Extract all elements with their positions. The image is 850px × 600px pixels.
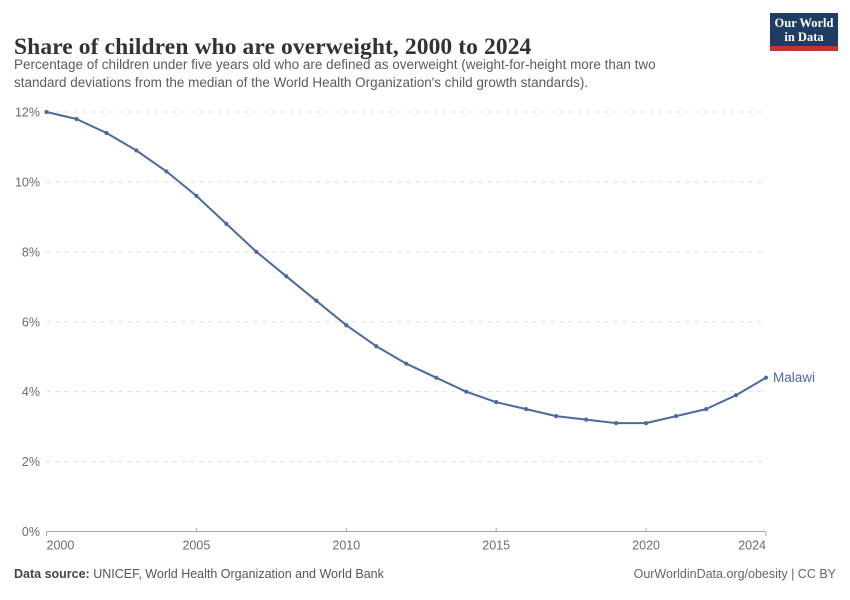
chart-footer: Data source: UNICEF, World Health Organi… <box>14 566 836 582</box>
data-point[interactable] <box>703 407 709 412</box>
data-point[interactable] <box>374 344 379 349</box>
data-point[interactable] <box>194 193 199 198</box>
data-point[interactable] <box>614 421 619 426</box>
data-point[interactable] <box>344 323 349 328</box>
page-title: Share of children who are overweight, 20… <box>14 33 532 60</box>
chart-subtitle-line1: Percentage of children under five years … <box>14 57 656 72</box>
data-point[interactable] <box>284 274 289 279</box>
data-point[interactable] <box>584 417 589 422</box>
data-point[interactable] <box>44 109 49 115</box>
datasource-label: Data source: <box>14 567 90 581</box>
datasource-text: Data source: UNICEF, World Health Organi… <box>14 566 384 582</box>
data-point[interactable] <box>254 249 259 254</box>
data-point[interactable] <box>164 169 169 174</box>
plot-area: 0% 2% 4% 6% 8% 10% 12% 2000 2005 2010 2015 2020 2024… <box>0 95 850 560</box>
data-point[interactable] <box>554 414 559 419</box>
data-point[interactable] <box>134 148 139 153</box>
data-point[interactable] <box>224 221 229 226</box>
y-axis-label: 10% <box>15 175 40 189</box>
line-chart: 0% 2% 4% 6% 8% 10% 12% 2000 2005 2010 2015 2020 2024… <box>15 106 815 553</box>
data-point[interactable] <box>464 389 469 394</box>
data-point[interactable] <box>404 361 409 366</box>
x-axis-label: 2000 <box>47 539 75 553</box>
data-point[interactable] <box>673 414 679 419</box>
y-axis-label: 0% <box>22 525 40 539</box>
data-point[interactable] <box>763 375 769 380</box>
data-point[interactable] <box>494 400 499 405</box>
data-point[interactable] <box>314 298 319 303</box>
data-point[interactable] <box>104 130 109 136</box>
x-axis-label: 2015 <box>482 539 510 553</box>
y-axis-label: 12% <box>15 106 40 120</box>
series-label-malawi[interactable]: Malawi <box>773 370 815 385</box>
y-axis-label: 2% <box>22 455 40 469</box>
datasource-value-text: UNICEF, World Health Organization and Wo… <box>93 567 384 581</box>
owid-logo-line1: Our World <box>774 15 834 30</box>
chart-subtitle: Percentage of children under five years … <box>14 56 656 91</box>
chart-subtitle-line2: standard deviations from the median of t… <box>14 74 589 90</box>
data-point[interactable] <box>643 421 649 426</box>
y-axis-label: 4% <box>22 385 40 399</box>
y-axis-label: 8% <box>22 245 40 259</box>
x-axis-label: 2010 <box>332 539 360 553</box>
license-link[interactable]: OurWorldinData.org/obesity | CC BY <box>633 567 836 581</box>
owid-logo-text: Our World in Data <box>775 16 834 44</box>
x-axis-label: 2020 <box>632 539 660 553</box>
x-axis-label: 2024 <box>738 539 766 553</box>
owid-logo[interactable]: Our World in Data <box>770 13 838 51</box>
data-point[interactable] <box>74 116 79 122</box>
series-line-malawi[interactable] <box>45 111 767 425</box>
x-axis-label: 2005 <box>182 539 210 553</box>
y-axis-label: 6% <box>22 315 40 329</box>
owid-logo-line2: in Data <box>784 29 824 44</box>
data-point[interactable] <box>434 375 439 380</box>
data-point[interactable] <box>733 393 739 398</box>
data-point[interactable] <box>524 407 529 412</box>
